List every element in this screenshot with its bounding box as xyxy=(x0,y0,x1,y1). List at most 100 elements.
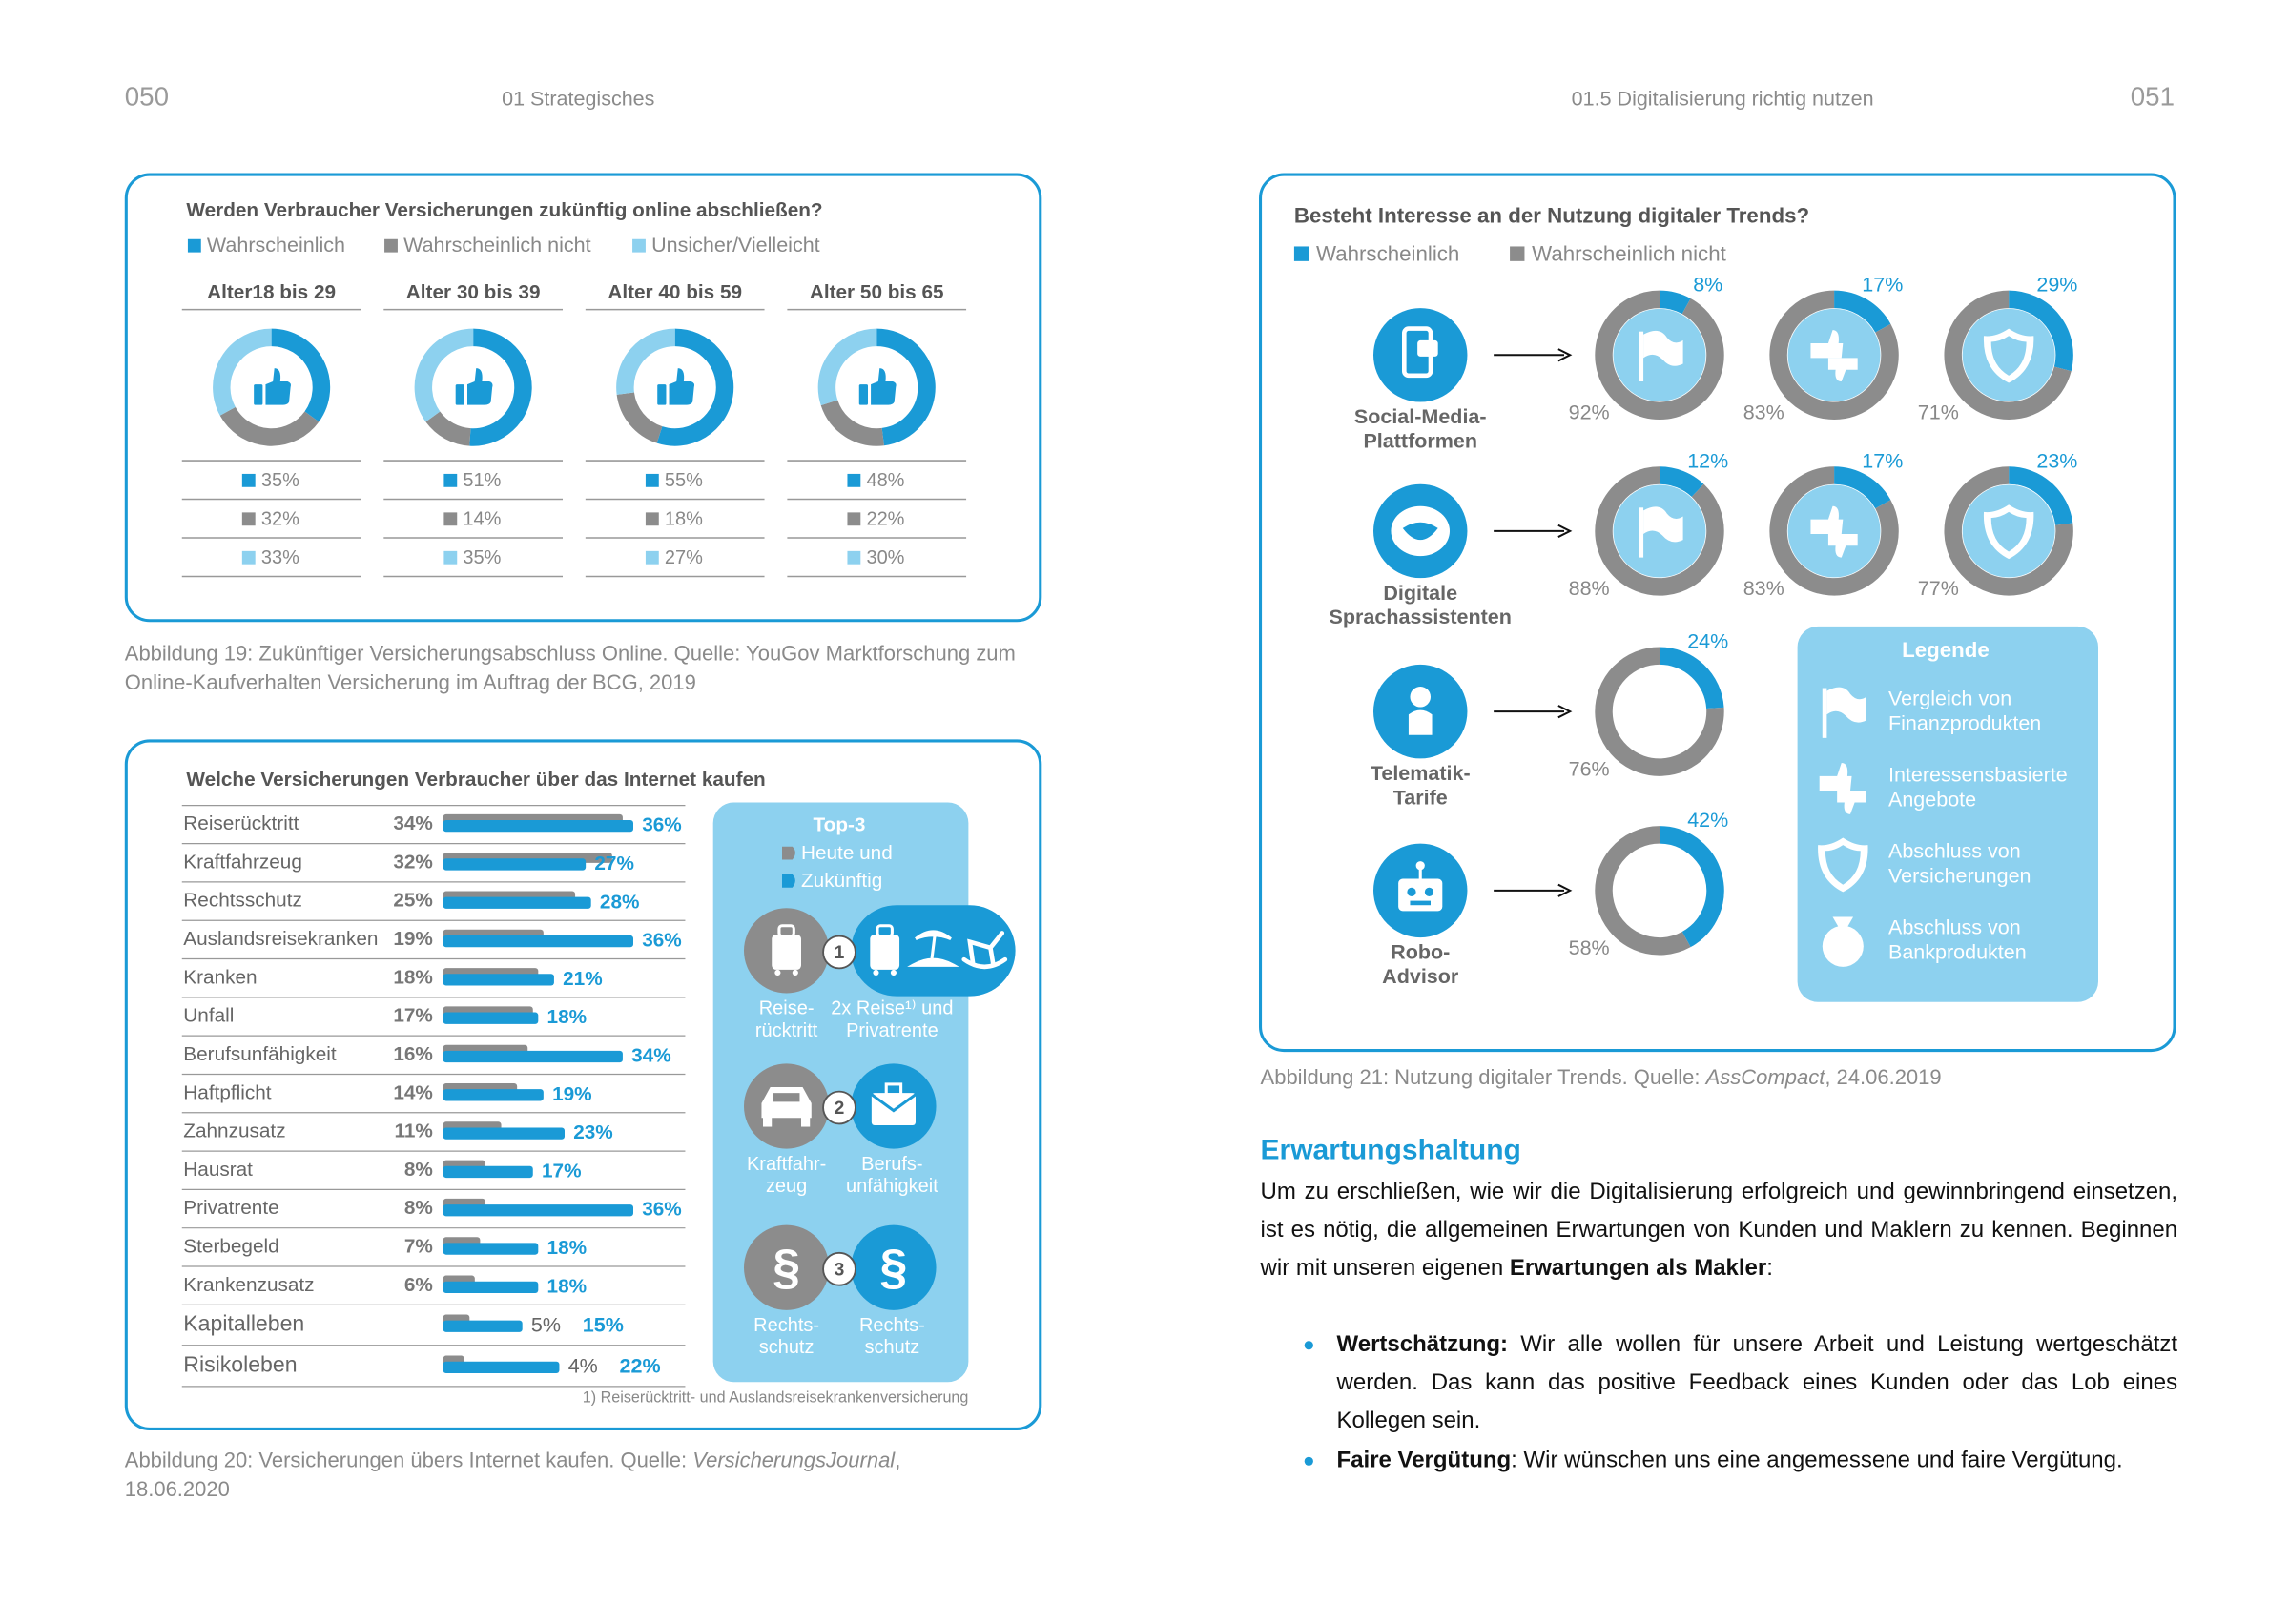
icon xyxy=(858,384,868,405)
legend-swatch xyxy=(241,473,256,487)
value-label: 36% xyxy=(642,930,682,952)
icon xyxy=(455,384,464,405)
icon xyxy=(1810,505,1844,534)
panel-title: Top-3 xyxy=(814,814,866,836)
category-label: Kraftfahrzeug xyxy=(183,851,302,873)
value-label: 32% xyxy=(261,508,299,529)
value-label: 14% xyxy=(393,1081,433,1103)
legend-panel xyxy=(1797,626,2098,1002)
donut-segment xyxy=(1944,290,2072,420)
bar xyxy=(443,858,587,871)
donut-segment xyxy=(1833,466,1891,509)
category-label: Zahnzusatz xyxy=(183,1120,285,1142)
value-label: 27% xyxy=(665,547,703,568)
value-label: 34% xyxy=(631,1044,671,1066)
bar xyxy=(443,1320,523,1332)
icon xyxy=(774,969,781,976)
legend-swatch xyxy=(1293,246,1309,261)
page-number: 050 xyxy=(125,81,169,111)
icon xyxy=(1643,330,1683,366)
legend-swatch xyxy=(443,512,458,526)
icon xyxy=(1825,845,1861,885)
donut-segment xyxy=(1659,466,1704,498)
category-label: Haftpflicht xyxy=(183,1081,271,1103)
value-label: 15% xyxy=(583,1313,624,1336)
bullet-item: Faire Vergütung: Wir wünschen uns eine a… xyxy=(1261,1442,2178,1480)
item-label: rücktritt xyxy=(755,1020,818,1041)
icon xyxy=(1407,887,1416,896)
bar xyxy=(443,1012,539,1024)
icon xyxy=(871,368,897,405)
group-label: Alter 30 bis 39 xyxy=(406,281,541,303)
legend-swatch xyxy=(645,512,659,526)
category-label: Krankenzusatz xyxy=(183,1274,314,1296)
legend-label: Wahrscheinlich nicht xyxy=(1532,242,1726,266)
donut-segment xyxy=(1595,290,1724,420)
item-label: Rechts- xyxy=(753,1315,819,1336)
item-label: Berufs- xyxy=(861,1154,922,1175)
value-label: 88% xyxy=(1569,577,1610,600)
value-label: 27% xyxy=(594,853,634,874)
icon xyxy=(1810,330,1844,359)
figure-caption: Abbildung 19: Zukünftiger Versicherungsa… xyxy=(124,642,1016,696)
value-label: 76% xyxy=(1569,757,1610,780)
donut-segment xyxy=(271,328,331,422)
row-label: Advisor xyxy=(1382,965,1459,988)
category-label: Kranken xyxy=(183,966,257,988)
value-label: 32% xyxy=(393,851,433,873)
legend-swatch xyxy=(187,238,201,253)
donut-segment xyxy=(1833,290,1891,333)
donut-segment xyxy=(1769,466,1899,596)
bar xyxy=(443,974,554,986)
donut-segment xyxy=(219,406,320,446)
icon xyxy=(1398,878,1443,912)
value-label: 83% xyxy=(1743,577,1784,600)
icon xyxy=(1990,511,2027,552)
icon xyxy=(1990,336,2027,376)
value-label: 33% xyxy=(261,547,299,568)
donut-segment xyxy=(1769,290,1899,420)
bullet-text: Wir alle wollen für unsere Arbeit und Le… xyxy=(1336,1331,2178,1434)
icon xyxy=(1415,861,1425,871)
value-label: 18% xyxy=(547,1275,588,1297)
value-label: 14% xyxy=(463,508,501,529)
number-badge xyxy=(822,1090,856,1125)
value-label: 17% xyxy=(393,1005,433,1027)
icon xyxy=(870,1093,917,1113)
icon xyxy=(1822,925,1864,967)
category-label: Privatrente xyxy=(183,1197,278,1219)
paragraph: Um zu erschließen, wie wir die Digitalis… xyxy=(1261,1174,2178,1289)
legend-swatch xyxy=(241,550,256,565)
row-label: Digitale xyxy=(1383,582,1457,605)
legend-label: Zukünftig xyxy=(801,870,882,892)
value-label: 58% xyxy=(1569,936,1610,959)
value-label: 6% xyxy=(404,1274,433,1296)
figure-frame xyxy=(124,173,1042,623)
bar xyxy=(443,1281,539,1293)
bullet-text: : Wir wünschen uns eine angemessene und … xyxy=(1511,1447,2123,1473)
value-label: 17% xyxy=(1862,449,1903,472)
caption-text: , 18.06.2020 xyxy=(124,1449,901,1503)
text: Um zu erschließen, wie wir die Digitalis… xyxy=(1260,1179,2178,1282)
category-label: Kapitalleben xyxy=(183,1310,304,1335)
legend-item: Versicherungen xyxy=(1888,865,2031,888)
value-label: 18% xyxy=(393,966,433,988)
legend-item: Angebote xyxy=(1888,789,1976,812)
value-label: 5% xyxy=(531,1313,561,1336)
item-label: unfähigkeit xyxy=(846,1176,938,1197)
row-label: Plattformen xyxy=(1363,430,1477,453)
number-badge xyxy=(822,935,856,970)
category-label: Risikoleben xyxy=(183,1351,297,1376)
category-label: Auslandsreisekranken xyxy=(183,928,378,950)
legend-item: Vergleich von xyxy=(1888,688,2011,710)
legend-swatch xyxy=(847,550,861,565)
donut-segment xyxy=(469,328,532,446)
donut-segment xyxy=(1595,647,1724,776)
value-label: 36% xyxy=(642,1199,682,1221)
bold-text: Erwartungen als Makler xyxy=(1509,1256,1767,1282)
item-label: Kraftfahr- xyxy=(747,1154,826,1175)
value-label: 71% xyxy=(1918,401,1959,424)
icon xyxy=(870,934,900,970)
value-label: 51% xyxy=(463,470,501,491)
value-label: 23% xyxy=(573,1121,613,1143)
